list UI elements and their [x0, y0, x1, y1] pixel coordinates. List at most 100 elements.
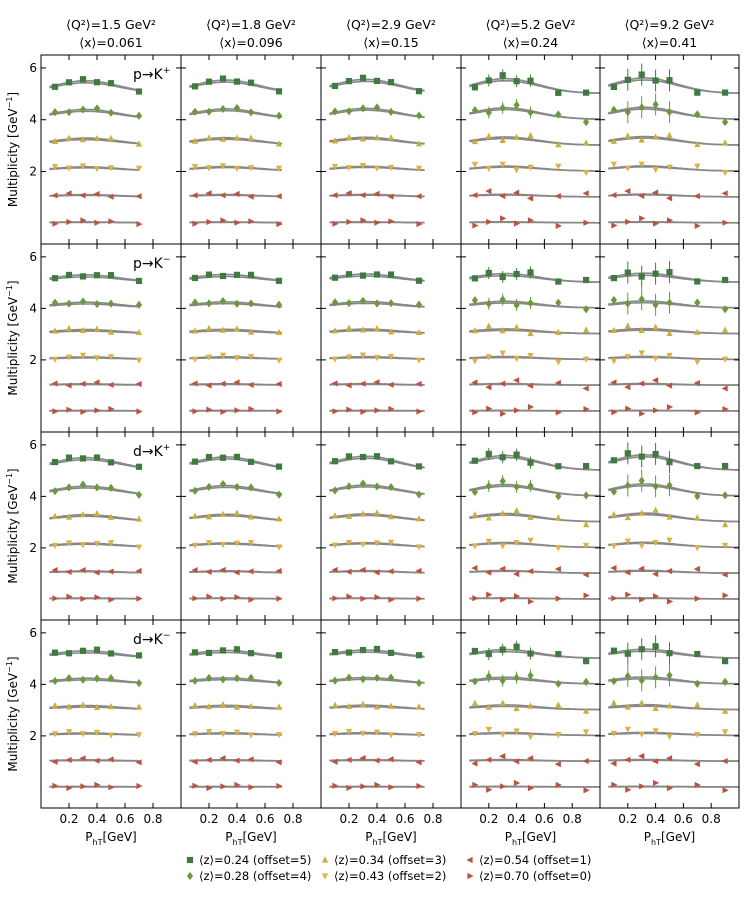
theory-curve-lower: [469, 194, 600, 198]
data-point: [652, 323, 659, 330]
data-point: [135, 328, 143, 336]
data-point: [610, 295, 617, 305]
data-point: [555, 222, 562, 230]
data-point: [135, 679, 143, 688]
data-point: [416, 220, 423, 228]
data-point: [665, 755, 673, 762]
data-point: [527, 650, 534, 657]
data-point: [555, 163, 562, 170]
data-point: [555, 595, 562, 602]
data-point: [415, 165, 423, 172]
data-point: [93, 79, 101, 86]
data-point: [65, 354, 73, 361]
data-point: [65, 165, 73, 172]
data-point: [666, 733, 673, 741]
data-point: [665, 568, 673, 575]
theory-curve-lower: [469, 514, 600, 523]
data-point: [220, 595, 227, 602]
data-point: [191, 380, 198, 387]
data-point: [526, 195, 534, 202]
data-point: [513, 704, 520, 712]
data-point: [554, 193, 561, 200]
data-point: [93, 729, 101, 736]
panel: [460, 431, 601, 621]
y-tick-label: 2: [29, 729, 37, 743]
data-point: [722, 729, 729, 736]
data-point: [331, 458, 339, 465]
data-point: [514, 220, 521, 227]
legend-item: ⟨z⟩=0.43 (offset=2): [321, 869, 446, 883]
data-point: [360, 595, 367, 602]
panel: [180, 619, 322, 809]
data-point: [219, 75, 227, 82]
theory-curve-upper: [49, 137, 140, 144]
data-point: [610, 83, 617, 90]
data-point: [554, 379, 561, 387]
data-point: [51, 649, 59, 656]
data-point: [345, 568, 352, 575]
data-point: [275, 463, 283, 470]
data-point: [206, 784, 213, 792]
data-point: [346, 784, 353, 792]
data-point: [219, 326, 227, 333]
data-point: [373, 103, 381, 112]
data-point: [136, 782, 143, 790]
data-point: [694, 679, 701, 688]
data-point: [638, 509, 645, 516]
panel-content: [469, 447, 600, 605]
data-point: [345, 271, 353, 278]
data-point: [79, 326, 87, 333]
data-point: [374, 594, 381, 601]
x-axis-labels: 0.2 0.4 0.6 0.8 PhT[GeV] 0.2 0.4 0.6 0.8 PhT[GeV]…: [59, 812, 720, 847]
data-point: [192, 220, 199, 227]
column-header-x: ⟨x⟩=0.096: [219, 35, 282, 50]
data-point: [191, 542, 199, 549]
data-point: [191, 486, 199, 495]
data-point: [387, 673, 395, 682]
data-point: [219, 647, 227, 654]
data-point: [373, 134, 381, 141]
data-point: [582, 571, 589, 578]
data-point: [472, 595, 479, 602]
data-point: [247, 193, 254, 200]
data-point: [666, 352, 673, 360]
data-point: [191, 701, 199, 708]
data-point: [51, 380, 58, 387]
data-point: [499, 477, 506, 486]
data-point: [135, 193, 142, 200]
theory-curve-lower: [189, 543, 282, 548]
data-point: [526, 382, 534, 389]
data-point: [666, 785, 674, 792]
panel-frame: [320, 619, 462, 809]
data-point: [666, 329, 673, 336]
y-axis-title-exp: −1: [5, 285, 14, 297]
data-point: [499, 646, 506, 653]
data-point: [331, 137, 339, 144]
legend-label: ⟨z⟩=0.43 (offset=2): [334, 869, 446, 883]
data-point: [666, 513, 673, 520]
theory-curve-lower: [469, 732, 600, 737]
panel-content: [608, 261, 739, 417]
data-point: [471, 543, 478, 550]
data-point: [192, 595, 199, 602]
data-point: [233, 78, 241, 85]
row-label-charge: +: [163, 66, 171, 76]
data-point: [51, 512, 59, 519]
data-point: [345, 77, 353, 85]
theory-curve-lower: [469, 705, 600, 711]
data-point: [500, 215, 507, 222]
data-point: [345, 107, 353, 116]
data-point: [513, 643, 520, 650]
data-point: [205, 756, 212, 764]
data-point: [415, 357, 423, 364]
data-point: [360, 408, 367, 415]
data-point: [219, 675, 227, 684]
panel-content: [329, 74, 425, 228]
data-point: [624, 726, 631, 733]
data-point: [583, 118, 590, 127]
data-point: [191, 274, 199, 282]
data-point: [219, 192, 226, 199]
data-point: [51, 676, 59, 686]
data-point: [205, 165, 213, 172]
panel: [180, 243, 322, 433]
